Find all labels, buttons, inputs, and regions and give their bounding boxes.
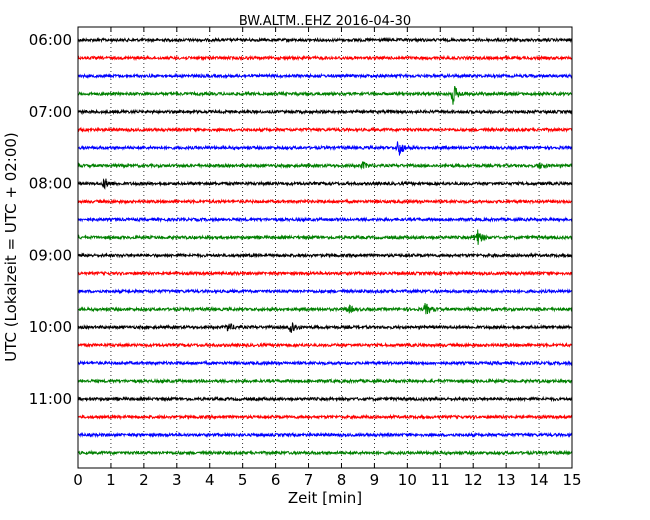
x-tick-label-15: 15 (562, 471, 581, 489)
plot-frame (77, 26, 573, 469)
trace-0600 (77, 36, 573, 44)
trace-0700 (77, 108, 573, 116)
trace-1100 (77, 395, 573, 403)
trace-0815 (77, 198, 573, 205)
x-axis-label: Zeit [min] (288, 489, 362, 507)
y-axis-label: UTC (Lokalzeit = UTC + 02:00) (2, 132, 20, 362)
trace-1000 (77, 322, 573, 333)
x-tick-label-2: 2 (139, 471, 149, 489)
trace-0915 (77, 270, 573, 277)
trace-0630 (77, 72, 573, 80)
x-tick-label-9: 9 (370, 471, 380, 489)
trace-0830 (77, 216, 573, 223)
trace-1115 (77, 413, 573, 421)
trace-0800 (77, 178, 573, 190)
chart-title: BW.ALTM..EHZ 2016-04-30 (239, 14, 411, 29)
trace-1030 (77, 359, 573, 367)
x-axis-ticks: 0 1 2 3 4 5 6 7 8 9 10 11 12 13 14 15 (73, 27, 582, 489)
trace-group (77, 36, 573, 457)
trace-0900 (77, 252, 573, 259)
y-tick-label-08:00: 08:00 (29, 175, 72, 193)
x-tick-label-13: 13 (497, 471, 516, 489)
trace-0845 (77, 229, 573, 245)
x-tick-label-10: 10 (398, 471, 417, 489)
trace-0730 (77, 141, 573, 156)
x-tick-label-12: 12 (464, 471, 483, 489)
trace-0745 (77, 161, 573, 171)
trace-0930 (77, 288, 573, 295)
y-tick-label-11:00: 11:00 (29, 390, 72, 408)
trace-0615 (77, 54, 573, 62)
x-tick-label-8: 8 (337, 471, 347, 489)
trace-0715 (77, 126, 573, 134)
grid-lines (110, 27, 540, 468)
trace-1130 (77, 431, 573, 439)
x-tick-label-1: 1 (106, 471, 116, 489)
x-tick-label-3: 3 (172, 471, 182, 489)
x-tick-label-5: 5 (238, 471, 248, 489)
y-tick-label-07:00: 07:00 (29, 103, 72, 121)
y-axis-ticks: 06:00 07:00 08:00 09:00 10:00 11:00 (29, 31, 572, 408)
x-tick-label-11: 11 (431, 471, 450, 489)
trace-0645 (77, 85, 573, 105)
trace-1045 (77, 377, 573, 385)
x-tick-label-14: 14 (530, 471, 549, 489)
trace-1145 (77, 449, 573, 457)
x-tick-label-4: 4 (205, 471, 215, 489)
trace-1015 (77, 341, 573, 349)
y-tick-label-06:00: 06:00 (29, 31, 72, 49)
y-tick-label-09:00: 09:00 (29, 246, 72, 264)
x-tick-label-0: 0 (73, 471, 83, 489)
x-tick-label-6: 6 (271, 471, 281, 489)
x-tick-label-7: 7 (304, 471, 314, 489)
y-tick-label-10:00: 10:00 (29, 318, 72, 336)
trace-0945 (77, 303, 573, 315)
